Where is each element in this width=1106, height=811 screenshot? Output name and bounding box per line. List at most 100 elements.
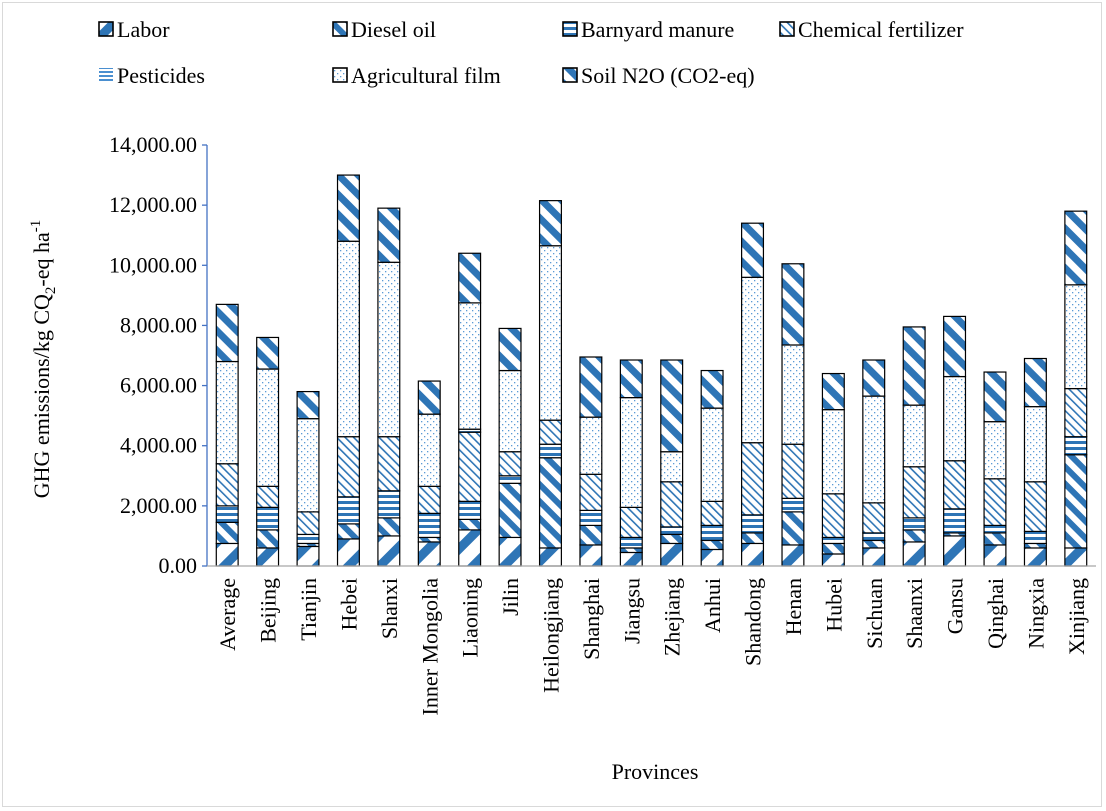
legend-label: Labor bbox=[117, 17, 170, 42]
bar-stack-zhejiang bbox=[660, 359, 684, 567]
y-tick-label: 0.00 bbox=[159, 553, 198, 578]
x-tick-label-shaanxi: Shaanxi bbox=[902, 578, 927, 649]
bar-segment-hubei-barnyard-manure bbox=[821, 536, 845, 545]
x-tick-label-shanghai: Shanghai bbox=[579, 578, 604, 660]
x-tick-label-henan: Henan bbox=[781, 578, 806, 635]
bar-segment-hubei-labor bbox=[821, 553, 845, 567]
bar-segment-qinghai-barnyard-manure bbox=[983, 524, 1007, 534]
bar-segment-shanxi-labor bbox=[377, 535, 401, 567]
bar-segment-tianjin-chemical-fertilizer bbox=[296, 511, 320, 536]
x-tick-label-shandong: Shandong bbox=[741, 578, 766, 666]
bar-stack-liaoning bbox=[458, 252, 482, 567]
bar-segment-jiangsu-labor bbox=[619, 551, 643, 567]
legend: Labor Diesel oil Barnyard manure Chemical f… bbox=[98, 17, 964, 88]
legend-label: Chemical fertilizer bbox=[798, 17, 964, 42]
bar-stack-inner-mongolia bbox=[417, 380, 441, 567]
bar-segment-jilin-labor bbox=[498, 536, 522, 567]
bar-stack-anhui bbox=[700, 369, 724, 567]
legend-label: Agricultural film bbox=[351, 63, 501, 88]
bar-segment-anhui-soil-n2o-co2-eq bbox=[700, 369, 724, 409]
bar-stack-heilongjiang bbox=[538, 200, 562, 567]
bar-segment-jilin-chemical-fertilizer bbox=[498, 451, 522, 477]
bar-segment-gansu-soil-n2o-co2-eq bbox=[943, 315, 967, 378]
y-tick-label: 12,000.00 bbox=[109, 192, 197, 217]
bar-segment-shanxi-barnyard-manure bbox=[377, 490, 401, 519]
legend-label: Diesel oil bbox=[351, 17, 436, 42]
bars bbox=[215, 174, 1088, 567]
bar-segment-jilin-agricultural-film bbox=[498, 369, 522, 453]
bar-segment-average-agricultural-film bbox=[215, 360, 239, 465]
bar-segment-qinghai-soil-n2o-co2-eq bbox=[983, 371, 1007, 423]
bar-segment-xinjiang-barnyard-manure bbox=[1064, 436, 1088, 456]
bar-stack-xinjiang bbox=[1064, 210, 1088, 567]
bar-segment-gansu-labor bbox=[943, 535, 967, 567]
bar-segment-jiangsu-chemical-fertilizer bbox=[619, 506, 643, 539]
x-tick-label-xinjiang: Xinjiang bbox=[1064, 578, 1089, 655]
bar-segment-shanghai-labor bbox=[579, 544, 603, 567]
bar-segment-xinjiang-diesel-oil bbox=[1064, 454, 1088, 549]
bar-segment-ningxia-barnyard-manure bbox=[1023, 530, 1047, 545]
bar-segment-average-chemical-fertilizer bbox=[215, 463, 239, 507]
bar-segment-anhui-chemical-fertilizer bbox=[700, 500, 724, 527]
bar-segment-inner-mongolia-labor bbox=[417, 541, 441, 567]
x-tick-label-qinghai: Qinghai bbox=[983, 578, 1008, 649]
bar-segment-beijing-chemical-fertilizer bbox=[256, 485, 280, 508]
bar-segment-heilongjiang-labor bbox=[538, 547, 562, 567]
bar-segment-shandong-soil-n2o-co2-eq bbox=[741, 222, 765, 278]
bar-segment-hebei-soil-n2o-co2-eq bbox=[336, 174, 360, 242]
bar-stack-average bbox=[215, 303, 239, 567]
x-tick-label-sichuan: Sichuan bbox=[862, 578, 887, 649]
bar-segment-shanghai-chemical-fertilizer bbox=[579, 473, 603, 511]
bar-segment-shandong-agricultural-film bbox=[741, 276, 765, 444]
bar-segment-tianjin-labor bbox=[296, 545, 320, 567]
legend-item-soil-n2o-co2-eq: Soil N2O (CO2-eq) bbox=[562, 63, 755, 88]
bar-segment-anhui-labor bbox=[700, 548, 724, 567]
bar-segment-heilongjiang-soil-n2o-co2-eq bbox=[538, 200, 562, 247]
x-tick-label-gansu: Gansu bbox=[943, 578, 968, 634]
bar-segment-shandong-labor bbox=[741, 542, 765, 567]
bar-stack-hebei bbox=[336, 174, 360, 567]
legend-swatch bbox=[99, 68, 113, 82]
bar-stack-tianjin bbox=[296, 390, 320, 567]
bar-segment-henan-agricultural-film bbox=[781, 344, 805, 445]
x-tick-label-tianjin: Tianjin bbox=[296, 578, 321, 641]
bar-segment-sichuan-labor bbox=[862, 547, 886, 567]
bar-segment-hebei-labor bbox=[336, 538, 360, 567]
bar-segment-zhejiang-labor bbox=[660, 542, 684, 567]
y-tick-label: 10,000.00 bbox=[109, 252, 197, 277]
bar-segment-shaanxi-barnyard-manure bbox=[902, 517, 926, 531]
bar-segment-hubei-chemical-fertilizer bbox=[821, 493, 845, 539]
bar-segment-gansu-agricultural-film bbox=[943, 375, 967, 462]
bar-segment-liaoning-chemical-fertilizer bbox=[458, 431, 482, 502]
legend-item-pesticides: Pesticides bbox=[99, 63, 205, 88]
bar-segment-zhejiang-agricultural-film bbox=[660, 451, 684, 483]
legend-item-agricultural-film: Agricultural film bbox=[332, 63, 501, 88]
bar-segment-shanghai-diesel-oil bbox=[579, 524, 603, 546]
bar-segment-shandong-barnyard-manure bbox=[741, 514, 765, 534]
bar-segment-heilongjiang-chemical-fertilizer bbox=[538, 419, 562, 445]
bar-segment-anhui-agricultural-film bbox=[700, 407, 724, 502]
bar-segment-average-soil-n2o-co2-eq bbox=[215, 303, 239, 363]
bar-segment-shaanxi-soil-n2o-co2-eq bbox=[902, 326, 926, 406]
bar-segment-shanghai-barnyard-manure bbox=[579, 509, 603, 527]
x-tick-label-hubei: Hubei bbox=[821, 578, 846, 632]
bar-segment-xinjiang-labor bbox=[1064, 547, 1088, 567]
bar-segment-ningxia-chemical-fertilizer bbox=[1023, 481, 1047, 533]
bar-segment-inner-mongolia-chemical-fertilizer bbox=[417, 485, 441, 514]
x-axis-title: Provinces bbox=[612, 759, 699, 784]
bar-segment-beijing-diesel-oil bbox=[256, 529, 280, 549]
legend-label: Barnyard manure bbox=[581, 17, 734, 42]
bar-segment-shanghai-agricultural-film bbox=[579, 416, 603, 475]
x-tick-label-inner-mongolia: Inner Mongolia bbox=[417, 578, 442, 716]
bar-segment-jiangsu-soil-n2o-co2-eq bbox=[619, 359, 643, 399]
bar-segment-qinghai-labor bbox=[983, 544, 1007, 567]
bar-stack-sichuan bbox=[862, 359, 886, 567]
bar-stack-henan bbox=[781, 263, 805, 567]
bar-stack-hubei bbox=[821, 372, 845, 567]
bar-segment-tianjin-barnyard-manure bbox=[296, 533, 320, 545]
legend-label: Pesticides bbox=[117, 63, 205, 88]
x-axis: Average Beijing Tianjin Hebei Shanxi Inner Mo… bbox=[207, 565, 1096, 716]
bar-stack-ningxia bbox=[1023, 357, 1047, 567]
bar-segment-sichuan-agricultural-film bbox=[862, 395, 886, 504]
bar-segment-inner-mongolia-barnyard-manure bbox=[417, 512, 441, 539]
